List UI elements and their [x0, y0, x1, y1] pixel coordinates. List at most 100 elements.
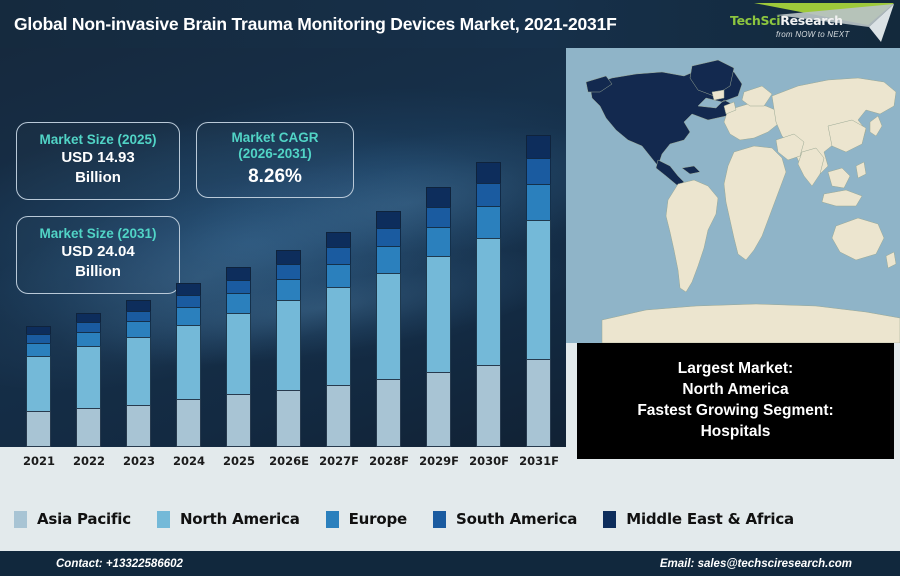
logo-brand-secondary: Research — [780, 13, 843, 28]
market-size-2025-box: Market Size (2025) USD 14.93 Billion — [16, 122, 180, 200]
bar-segment-asia-pacific — [426, 372, 451, 447]
bar-segment-europe — [126, 321, 151, 337]
market-cagr-box: Market CAGR (2026-2031) 8.26% — [196, 122, 354, 198]
chart-legend: Asia Pacific North America Europe South Ame… — [0, 490, 900, 548]
region-china-east — [827, 119, 867, 153]
bar-segment-middle-east-africa — [76, 312, 101, 322]
x-axis-label-2021: 2021 — [22, 454, 55, 468]
x-axis-label-2027F: 2027F — [319, 454, 359, 468]
bar-segment-south-america — [376, 227, 401, 247]
bar-segment-europe — [326, 263, 351, 288]
region-southeast-asia — [827, 167, 851, 189]
bar-segment-north-america — [426, 256, 451, 373]
region-scandinavia — [741, 85, 773, 107]
bar-segment-europe — [526, 183, 551, 220]
fastest-growing-segment-label: Fastest Growing Segment: — [637, 402, 834, 419]
bar-segment-north-america — [476, 238, 501, 366]
region-japan — [869, 115, 883, 137]
bar-segment-asia-pacific — [76, 407, 101, 447]
bar-segment-middle-east-africa — [476, 161, 501, 184]
legend-label: North America — [179, 510, 300, 528]
x-axis-label-2030F: 2030F — [469, 454, 509, 468]
legend-label: Middle East & Africa — [626, 510, 794, 528]
region-south-america — [665, 179, 719, 293]
bar-segment-north-america — [76, 345, 101, 408]
bar-2031F — [526, 135, 551, 447]
bar-segment-middle-east-africa — [276, 249, 301, 264]
bar-segment-asia-pacific — [526, 358, 551, 447]
legend-swatch-icon — [156, 510, 170, 528]
bar-segment-asia-pacific — [376, 379, 401, 447]
x-axis-label-2022: 2022 — [72, 454, 105, 468]
bar-2023 — [126, 300, 151, 448]
bar-segment-south-america — [476, 183, 501, 206]
market-size-2025-value: USD 14.93 — [61, 149, 135, 167]
legend-swatch-icon — [432, 510, 446, 528]
legend-item-asia-pacific[interactable]: Asia Pacific — [14, 510, 131, 528]
world-map — [566, 48, 900, 343]
x-axis-label-2031F: 2031F — [519, 454, 559, 468]
bar-segment-asia-pacific — [26, 410, 51, 447]
bar-segment-asia-pacific — [276, 389, 301, 448]
bar-2028F — [376, 210, 401, 447]
bar-segment-south-america — [276, 263, 301, 279]
region-india — [797, 147, 825, 187]
bar-2030F — [476, 161, 501, 447]
market-size-2031-value: USD 24.04 — [61, 243, 135, 261]
world-map-svg — [566, 48, 900, 343]
market-highlight-callout: Largest Market: North America Fastest Gr… — [577, 343, 894, 459]
bar-2022 — [76, 312, 101, 447]
region-philippines — [855, 161, 867, 179]
bar-segment-south-america — [426, 206, 451, 228]
legend-item-middle-east-africa[interactable]: Middle East & Africa — [603, 510, 794, 528]
bar-segment-south-america — [126, 310, 151, 322]
bar-segment-north-america — [376, 272, 401, 380]
bar-segment-middle-east-africa — [326, 231, 351, 248]
market-size-2031-unit: Billion — [75, 262, 121, 280]
legend-item-south-america[interactable]: South America — [432, 510, 577, 528]
largest-market-value: North America — [682, 381, 789, 399]
bar-segment-north-america — [326, 287, 351, 385]
logo-brand-primary: TechSci — [730, 13, 781, 28]
legend-item-europe[interactable]: Europe — [325, 510, 407, 528]
bar-2027F — [326, 231, 351, 448]
bar-segment-europe — [76, 331, 101, 346]
legend-label: Asia Pacific — [37, 510, 131, 528]
chart-panel: Market Size (2025) USD 14.93 Billion Mar… — [0, 48, 566, 490]
legend-swatch-icon — [14, 510, 27, 528]
bar-segment-asia-pacific — [476, 365, 501, 447]
bar-segment-europe — [26, 342, 51, 356]
bar-segment-middle-east-africa — [226, 266, 251, 280]
x-axis-label-2025: 2025 — [222, 454, 255, 468]
bar-segment-asia-pacific — [126, 404, 151, 448]
legend-item-north-america[interactable]: North America — [156, 510, 300, 528]
header-bar: Global Non-invasive Brain Trauma Monitor… — [0, 0, 900, 48]
bar-segment-north-america — [226, 312, 251, 395]
region-indonesia — [821, 189, 863, 207]
bar-segment-europe — [476, 205, 501, 239]
bar-segment-south-america — [326, 247, 351, 264]
techsci-research-logo: TechSciResearch from NOW to NEXT — [722, 0, 900, 48]
map-landmasses — [585, 59, 900, 343]
logo-tagline: from NOW to NEXT — [776, 30, 850, 39]
x-axis-label-2024: 2024 — [172, 454, 205, 468]
bar-segment-south-america — [76, 321, 101, 332]
bar-2025 — [226, 266, 251, 447]
bar-segment-middle-east-africa — [126, 300, 151, 311]
largest-market-label: Largest Market: — [677, 360, 794, 378]
market-size-2031-label: Market Size (2031) — [39, 226, 157, 241]
legend-swatch-icon — [603, 510, 617, 528]
x-axis-labels: 2021 2022 2023 2024 2025 2026E 2027F 2028F 2029F… — [0, 447, 566, 490]
logo-swoosh-icon — [754, 3, 894, 42]
market-size-2025-label: Market Size (2025) — [39, 132, 157, 147]
market-size-2031-box: Market Size (2031) USD 24.04 Billion — [16, 216, 180, 294]
bar-segment-middle-east-africa — [176, 283, 201, 295]
region-iceland — [711, 89, 725, 101]
region-caribbean — [681, 165, 701, 175]
bar-segment-south-america — [226, 279, 251, 294]
bar-2029F — [426, 187, 451, 447]
region-australia — [831, 217, 885, 261]
bar-segment-north-america — [26, 355, 51, 411]
market-size-2025-unit: Billion — [75, 168, 121, 186]
